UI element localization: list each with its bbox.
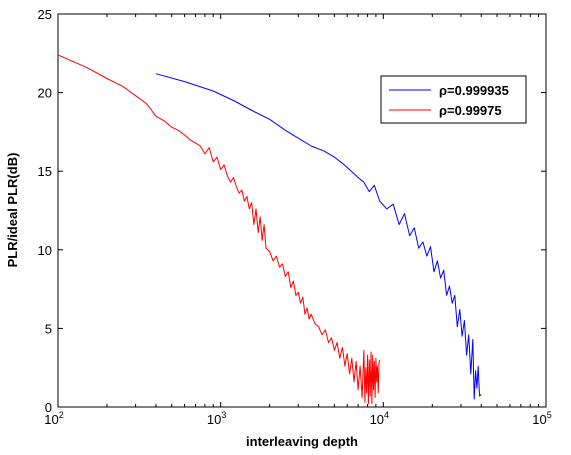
- x-tick-label: 105: [532, 410, 551, 427]
- x-tick-label: 102: [44, 410, 63, 427]
- x-tick-label: 103: [207, 410, 226, 427]
- y-tick-label: 10: [38, 243, 52, 258]
- y-tick-label: 15: [38, 164, 52, 179]
- y-axis-title: PLR/ideal PLR(dB): [5, 153, 20, 268]
- legend-box: [380, 75, 527, 124]
- axis-ticks: 102 103 104 105 0 5 10 15 20 25: [38, 7, 552, 427]
- x-tick-label: 104: [370, 410, 389, 427]
- series-layer: [58, 54, 482, 405]
- x-axis-title: interleaving depth: [246, 434, 358, 449]
- legend-label-1: ρ=0.999935: [439, 83, 509, 98]
- y-tick-label: 20: [38, 86, 52, 101]
- legend: ρ=0.999935 ρ=0.99975: [380, 75, 527, 124]
- y-tick-label: 5: [45, 321, 52, 336]
- legend-label-2: ρ=0.99975: [439, 103, 502, 118]
- y-tick-label: 25: [38, 7, 52, 22]
- series-line-2: [58, 54, 381, 405]
- y-tick-label: 0: [45, 400, 52, 415]
- series-line-1: [155, 73, 482, 400]
